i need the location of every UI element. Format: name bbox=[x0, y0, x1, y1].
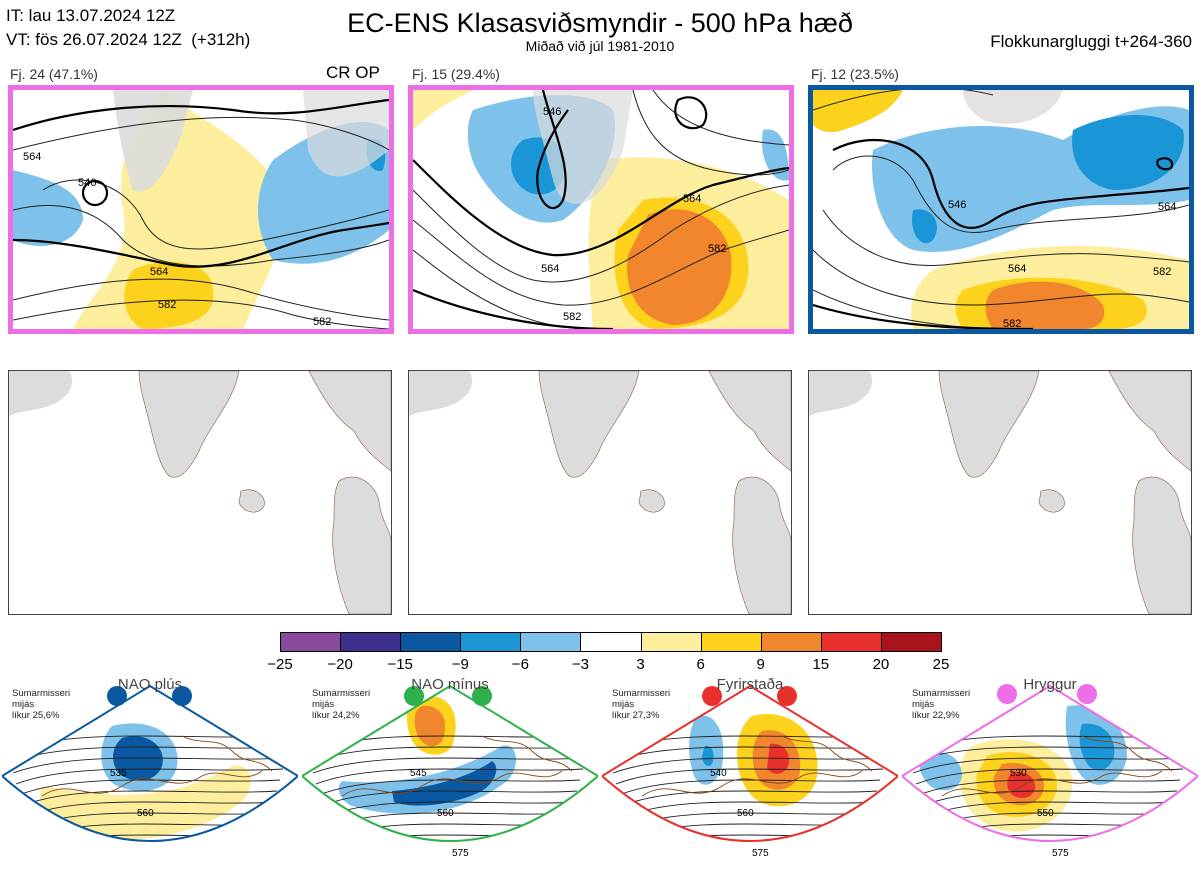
blank-map-1 bbox=[8, 370, 392, 615]
valid-time: VT: fös 26.07.2024 12Z (+312h) bbox=[6, 30, 251, 49]
colorbar bbox=[280, 632, 942, 652]
colorbar-swatch bbox=[460, 633, 521, 651]
regime-contour-label: 575 bbox=[452, 848, 469, 859]
colorbar-tick-label: 25 bbox=[932, 656, 950, 673]
regime-panel: 535 560 bbox=[2, 676, 298, 871]
panel-1-tag: CR OP bbox=[326, 63, 380, 82]
regime-info-line: mijás bbox=[12, 699, 35, 710]
svg-text:582: 582 bbox=[1003, 318, 1021, 329]
regime-marker bbox=[1077, 684, 1097, 704]
regime-marker bbox=[472, 686, 492, 706]
regime-contour-label: 535 bbox=[110, 768, 127, 779]
regime-info: Sumarmisseri mijás líkur 25,6% bbox=[12, 688, 70, 721]
blank-map-2 bbox=[408, 370, 792, 615]
regime-info-line: Sumarmisseri bbox=[612, 688, 671, 699]
svg-text:564: 564 bbox=[541, 263, 559, 275]
colorbar-tick-label: 3 bbox=[636, 656, 645, 673]
colorbar-swatch bbox=[880, 633, 942, 651]
regime-contour-label: 560 bbox=[737, 808, 754, 819]
regime-info-line: líkur 24,2% bbox=[312, 710, 360, 721]
svg-text:564: 564 bbox=[1008, 263, 1026, 275]
colorbar-tick-label: −20 bbox=[327, 656, 353, 673]
regime-marker bbox=[777, 686, 797, 706]
regime-marker bbox=[702, 686, 722, 706]
svg-text:582: 582 bbox=[1153, 266, 1171, 278]
svg-text:564: 564 bbox=[683, 193, 701, 205]
svg-text:564: 564 bbox=[1158, 201, 1176, 213]
regime-info: Sumarmisseri mijás líkur 22,9% bbox=[912, 688, 970, 721]
regime-contour-label: 540 bbox=[710, 768, 727, 779]
blank-map-3 bbox=[808, 370, 1192, 615]
colorbar-swatch bbox=[400, 633, 461, 651]
svg-text:546: 546 bbox=[543, 106, 561, 118]
colorbar-swatch bbox=[340, 633, 401, 651]
regime-name: NAO mínus bbox=[411, 676, 489, 693]
panel-3-label: Fj. 12 (23.5%) bbox=[811, 66, 899, 82]
regime-name: Hryggur bbox=[1023, 676, 1077, 693]
regime-marker bbox=[404, 686, 424, 706]
regime-info-line: mijás bbox=[312, 699, 335, 710]
colorbar-tick-label: −3 bbox=[571, 656, 590, 673]
svg-text:564: 564 bbox=[150, 266, 168, 278]
regime-info-line: Sumarmisseri bbox=[12, 688, 71, 699]
regime-panel: 530 550 575 bbox=[902, 676, 1198, 871]
regime-contour-label: 545 bbox=[410, 768, 427, 779]
colorbar-swatch bbox=[580, 633, 641, 651]
regime-marker bbox=[172, 686, 192, 706]
svg-text:582: 582 bbox=[313, 316, 331, 328]
colorbar-swatch bbox=[820, 633, 881, 651]
page-title: EC-ENS Klasasviðsmyndir - 500 hPa hæð bbox=[347, 8, 853, 38]
regime-name: NAO plús bbox=[117, 676, 183, 693]
regime-contour-label: 560 bbox=[137, 808, 154, 819]
regime-panel: 545 560 575 bbox=[302, 676, 598, 871]
classification-window: Flokkunargluggi t+264-360 bbox=[990, 32, 1192, 51]
regime-info: Sumarmisseri mijás líkur 24,2% bbox=[312, 688, 370, 721]
regime-name: Fyrirstaða bbox=[716, 676, 784, 693]
cluster-map-3: 546 564 564 582 582 bbox=[808, 85, 1194, 334]
regime-contour-label: 530 bbox=[1010, 768, 1027, 779]
svg-text:582: 582 bbox=[158, 299, 176, 311]
regime-info-line: líkur 22,9% bbox=[912, 710, 960, 721]
colorbar-tick-label: 6 bbox=[696, 656, 705, 673]
colorbar-tick-label: −25 bbox=[267, 656, 293, 673]
svg-text:546: 546 bbox=[948, 199, 966, 211]
regime-info-line: mijás bbox=[912, 699, 935, 710]
colorbar-tick-label: 9 bbox=[756, 656, 765, 673]
colorbar-tick-label: 20 bbox=[872, 656, 890, 673]
panel-1-label: Fj. 24 (47.1%) bbox=[10, 66, 98, 82]
svg-text:582: 582 bbox=[563, 311, 581, 323]
page-subtitle: Miðað við júl 1981-2010 bbox=[525, 38, 675, 54]
cluster-map-2: 546 564 564 582 582 bbox=[408, 85, 794, 334]
regime-info: Sumarmisseri mijás líkur 27,3% bbox=[612, 688, 670, 721]
svg-text:582: 582 bbox=[708, 243, 726, 255]
regime-info-line: mijás bbox=[612, 699, 635, 710]
initial-time: IT: lau 13.07.2024 12Z bbox=[6, 6, 176, 25]
regime-info-line: Sumarmisseri bbox=[312, 688, 371, 699]
colorbar-tick-label: −9 bbox=[451, 656, 469, 673]
svg-text:564: 564 bbox=[23, 151, 41, 163]
cluster-map-1: 546 564 564 582 582 bbox=[8, 85, 394, 334]
regime-contour-label: 560 bbox=[437, 808, 454, 819]
regime-contour-label: 575 bbox=[752, 848, 769, 859]
svg-text:546: 546 bbox=[78, 177, 96, 189]
colorbar-swatch bbox=[281, 633, 341, 651]
regime-contour-label: 575 bbox=[1052, 848, 1069, 859]
colorbar-swatch bbox=[760, 633, 821, 651]
colorbar-tick-label: −15 bbox=[387, 656, 413, 673]
regime-panel: 540 560 575 bbox=[602, 676, 898, 871]
regime-marker bbox=[997, 684, 1017, 704]
colorbar-swatch bbox=[700, 633, 761, 651]
regime-info-line: Sumarmisseri bbox=[912, 688, 971, 699]
colorbar-swatch bbox=[640, 633, 701, 651]
regime-info-line: líkur 27,3% bbox=[612, 710, 660, 721]
colorbar-tick-label: 15 bbox=[812, 656, 830, 673]
regime-info-line: líkur 25,6% bbox=[12, 710, 60, 721]
regime-contour-label: 550 bbox=[1037, 808, 1054, 819]
panel-2-label: Fj. 15 (29.4%) bbox=[412, 66, 500, 82]
colorbar-swatch bbox=[520, 633, 581, 651]
colorbar-tick-label: −6 bbox=[511, 656, 529, 673]
regime-marker bbox=[107, 686, 127, 706]
